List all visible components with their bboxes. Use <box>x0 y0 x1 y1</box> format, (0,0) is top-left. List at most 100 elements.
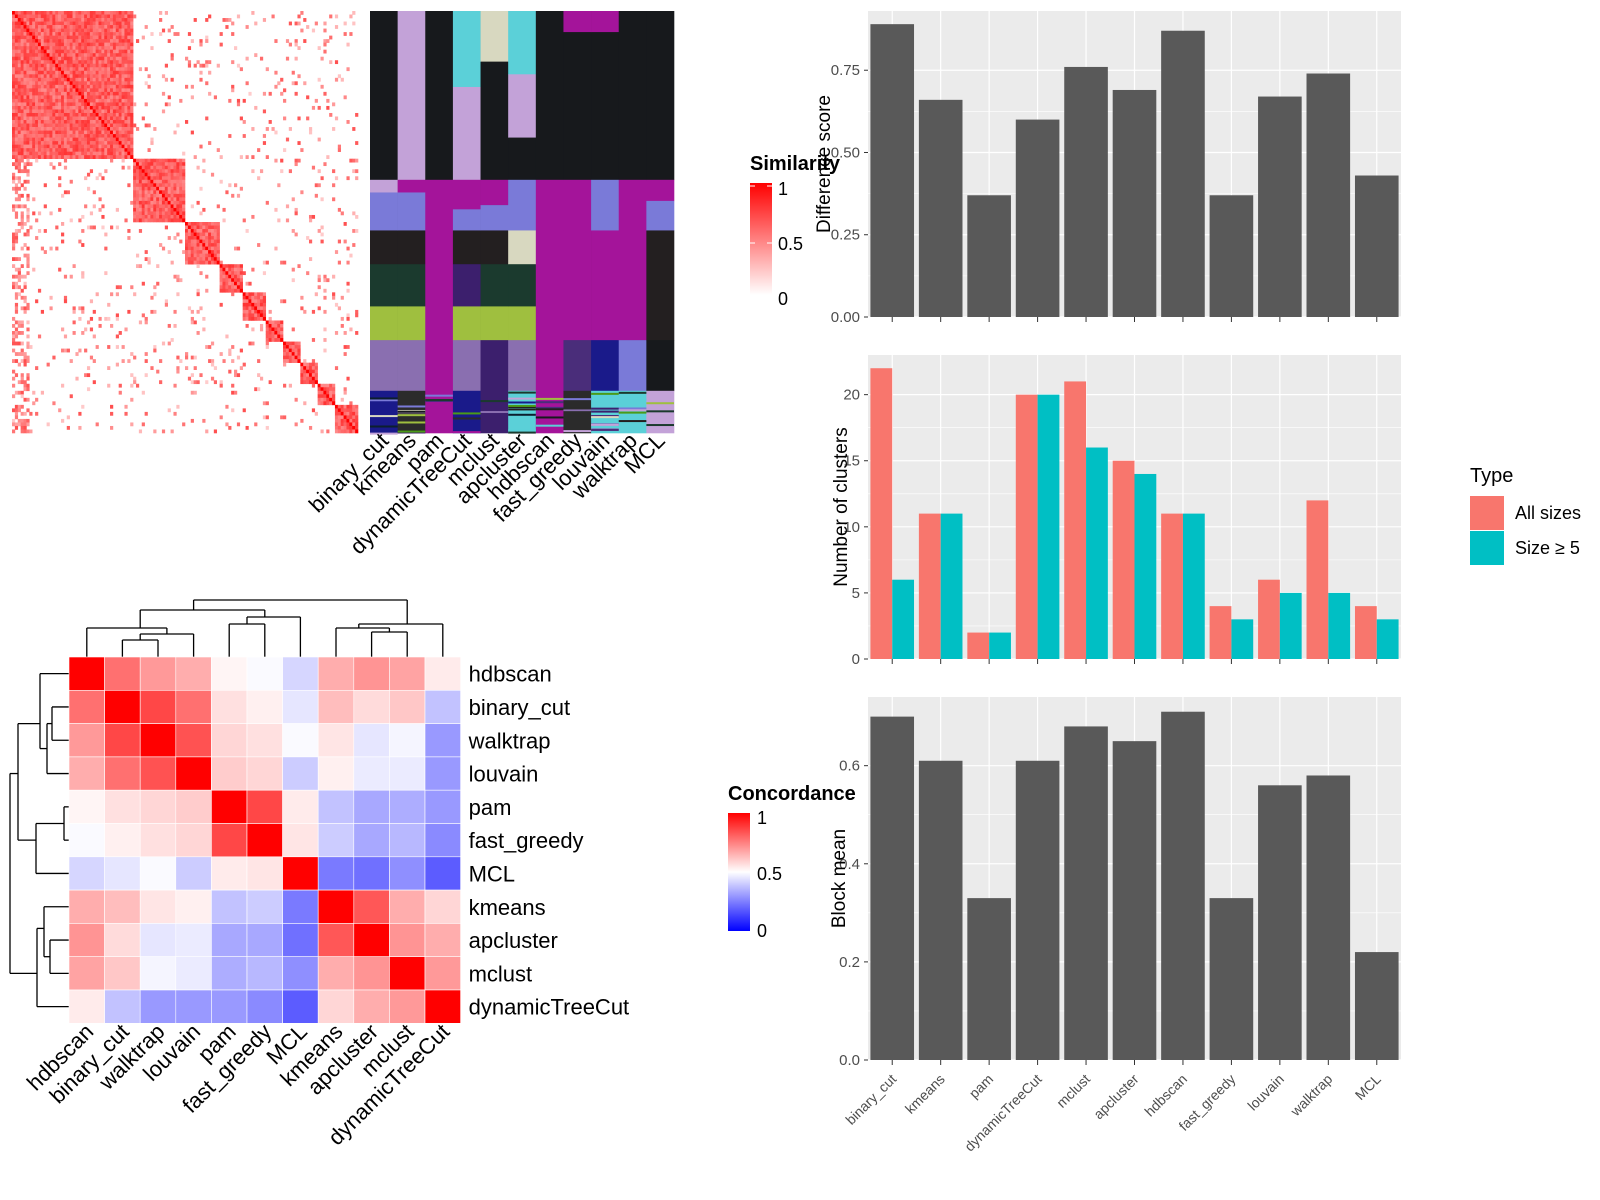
concordance-cell <box>282 756 319 791</box>
concordance-cell <box>104 856 141 891</box>
concordance-cell <box>424 723 461 758</box>
concordance-cell <box>175 789 212 824</box>
concordance-cell <box>246 956 283 991</box>
similarity-legend-title: Similarity <box>750 153 841 175</box>
concordance-cell <box>424 856 461 891</box>
bar <box>1354 175 1399 317</box>
similarity-tick-05: 0.5 <box>778 234 803 254</box>
x-tick-label: mclust <box>1053 1071 1093 1111</box>
number-of-clusters-chart: 0 5 10 15 20 Number of clusters <box>831 355 1401 668</box>
concordance-cell <box>68 989 105 1024</box>
concordance-cell <box>104 723 141 758</box>
concordance-cell <box>317 856 355 891</box>
bar <box>1258 785 1302 1060</box>
concordance-tick-1: 1 <box>757 808 767 828</box>
y-tick-label: 0 <box>852 651 860 668</box>
concordance-cell <box>282 856 319 891</box>
concordance-cell <box>68 956 105 991</box>
y-tick-label: 0.2 <box>839 954 860 971</box>
legend-key-size-ge5 <box>1470 531 1504 565</box>
concordance-row-label: walktrap <box>468 728 551 753</box>
concordance-cell <box>175 856 212 891</box>
concordance-cell <box>104 923 141 958</box>
concordance-cell <box>104 689 141 724</box>
bar <box>940 513 963 659</box>
concordance-cell <box>139 789 177 824</box>
concordance-cell <box>424 956 461 991</box>
bar <box>1306 73 1351 318</box>
bar <box>1231 619 1254 659</box>
concordance-cell <box>424 989 461 1024</box>
concordance-cell <box>68 889 105 924</box>
concordance-cell <box>211 856 248 891</box>
concordance-cell <box>282 956 319 991</box>
bar <box>1328 592 1351 659</box>
concordance-cell <box>139 889 177 924</box>
x-tick-label: pam <box>966 1071 997 1102</box>
concordance-cell <box>246 823 283 858</box>
concordance-cell <box>175 756 212 791</box>
similarity-tick-1: 1 <box>778 179 788 199</box>
similarity-colorbar <box>750 183 772 295</box>
concordance-cell <box>139 723 177 758</box>
concordance-cell <box>317 656 355 691</box>
bar <box>1134 473 1157 659</box>
concordance-cell <box>246 756 283 791</box>
difference-score-chart: 0.00 0.25 0.50 0.75 Difference score <box>814 11 1401 326</box>
y-tick-label: 0.4 <box>839 856 860 873</box>
concordance-cell <box>353 723 390 758</box>
concordance-cell <box>246 856 283 891</box>
y-tick-label: 5 <box>852 585 860 602</box>
bar <box>1015 760 1060 1060</box>
concordance-tick-05: 0.5 <box>757 864 782 884</box>
concordance-cell <box>175 923 212 958</box>
y-tick-label: 0.50 <box>831 144 860 161</box>
concordance-cell <box>68 756 105 791</box>
concordance-legend: Concordance 1 0.5 0 <box>728 783 856 941</box>
concordance-cell <box>317 823 355 858</box>
concordance-cell <box>353 956 390 991</box>
type-legend-title: Type <box>1470 465 1513 487</box>
bar <box>1279 592 1302 659</box>
concordance-cell <box>246 656 283 691</box>
concordance-cell <box>317 956 355 991</box>
bar <box>1112 741 1157 1060</box>
concordance-cell <box>139 856 177 891</box>
bar <box>1306 500 1329 659</box>
concordance-cell <box>353 923 390 958</box>
concordance-column-labels: hdbscanbinary_cutwalktraplouvainpamfast_… <box>22 1019 455 1150</box>
concordance-cell <box>353 889 390 924</box>
concordance-row-label: louvain <box>469 762 539 787</box>
x-tick-label: binary_cut <box>842 1071 899 1128</box>
bar <box>918 760 963 1060</box>
bar <box>1015 394 1038 659</box>
concordance-heatmap <box>68 656 461 1024</box>
bar <box>1161 513 1183 659</box>
concordance-cell <box>104 823 141 858</box>
x-tick-label: louvain <box>1244 1071 1287 1114</box>
concordance-cell <box>211 823 248 858</box>
concordance-cell <box>246 723 283 758</box>
bar <box>870 716 915 1060</box>
concordance-row-label: apcluster <box>469 928 558 953</box>
concordance-cell <box>139 989 177 1024</box>
bar <box>1015 119 1060 317</box>
concordance-cell <box>389 723 426 758</box>
concordance-row-label: kmeans <box>469 895 546 920</box>
concordance-cell <box>246 889 283 924</box>
concordance-cell <box>389 856 426 891</box>
bar <box>1258 579 1280 659</box>
legend-label-size-ge5: Size ≥ 5 <box>1515 538 1580 558</box>
concordance-cell <box>317 923 355 958</box>
concordance-cell <box>139 956 177 991</box>
y-tick-label: 0.75 <box>831 62 860 79</box>
concordance-cell <box>139 656 177 691</box>
concordance-cell <box>353 789 390 824</box>
bar <box>918 99 963 317</box>
concordance-cell <box>68 723 105 758</box>
bar <box>1064 66 1108 317</box>
x-tick-label: hdbscan <box>1141 1071 1190 1120</box>
concordance-row-label: MCL <box>469 862 515 887</box>
bar <box>1086 447 1108 659</box>
concordance-cell <box>424 689 461 724</box>
